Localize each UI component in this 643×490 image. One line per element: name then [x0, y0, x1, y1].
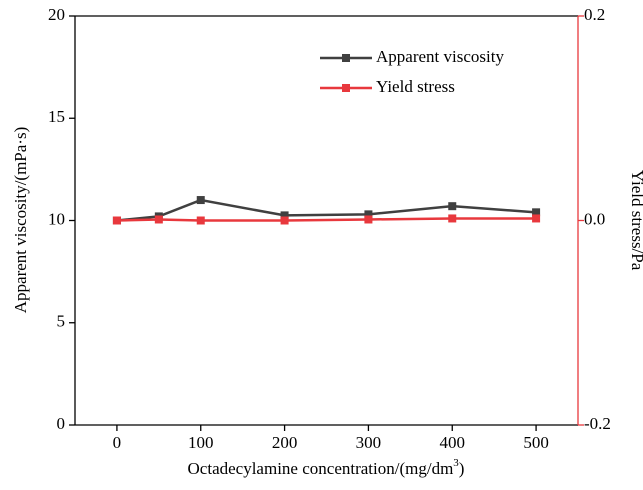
x-tick-label: 500 — [523, 433, 549, 452]
point — [448, 214, 457, 223]
point — [364, 210, 373, 219]
y2-tick-label: -0.2 — [584, 414, 611, 433]
legend-label: Yield stress — [376, 77, 455, 96]
y-tick-label: 0 — [57, 414, 66, 433]
y2-axis-label: Yield stress/Pa — [628, 170, 643, 271]
point — [532, 208, 541, 217]
point — [364, 215, 373, 224]
point — [280, 211, 289, 220]
x-axis-label: Octadecylamine concentration/(mg/dm3) — [188, 457, 465, 478]
y-tick-label: 5 — [57, 312, 66, 331]
point — [154, 215, 163, 224]
x-tick-label: 400 — [440, 433, 466, 452]
x-axis-label-sup: 3 — [453, 457, 459, 469]
point — [532, 214, 541, 223]
x-axis-label-part: Octadecylamine concentration/(mg/dm — [188, 459, 454, 478]
x-tick-label: 200 — [272, 433, 298, 452]
y-tick-label: 20 — [48, 5, 65, 24]
point — [280, 216, 289, 225]
y-tick-label: 10 — [48, 209, 65, 228]
y2-tick-label: 0.0 — [584, 209, 605, 228]
x-tick-label: 300 — [356, 433, 382, 452]
y-tick-label: 15 — [48, 107, 65, 126]
legend-marker — [342, 84, 350, 92]
point — [112, 216, 121, 225]
point — [196, 196, 205, 205]
x-axis-label-part: ) — [459, 459, 465, 478]
point — [196, 216, 205, 225]
legend-marker — [342, 54, 350, 62]
point — [448, 202, 457, 211]
y2-tick-label: 0.2 — [584, 5, 605, 24]
y-axis-label: Apparent viscosity/(mPa·s) — [11, 127, 30, 314]
legend-label: Apparent viscosity — [376, 47, 504, 66]
x-tick-label: 100 — [188, 433, 214, 452]
x-tick-label: 0 — [113, 433, 122, 452]
series-line — [116, 217, 537, 222]
